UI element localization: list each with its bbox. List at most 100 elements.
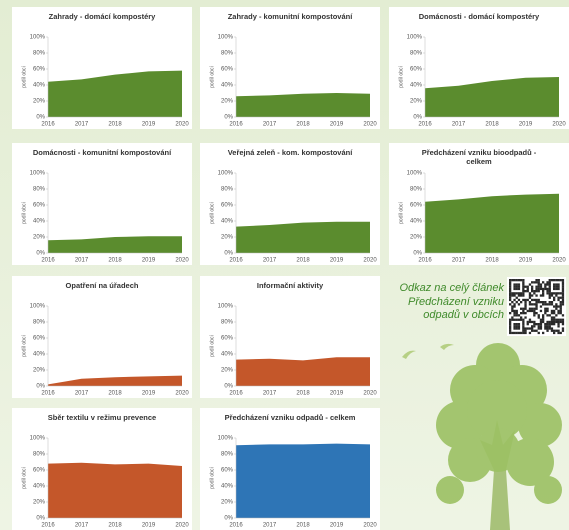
qr-cell <box>561 301 565 304</box>
x-tick-label: 2020 <box>175 258 189 264</box>
qr-cell <box>559 303 562 306</box>
qr-cell <box>509 296 512 299</box>
qr-cell <box>513 323 516 326</box>
qr-cell <box>522 307 525 310</box>
qr-cell <box>537 281 540 284</box>
x-tick-label: 2016 <box>229 122 243 128</box>
qr-cell <box>509 287 512 291</box>
qr-cell <box>515 301 518 304</box>
qr-cell <box>531 327 534 330</box>
tree <box>436 343 562 530</box>
qr-cell <box>535 279 538 282</box>
qr-cell <box>509 283 512 286</box>
qr-cell <box>526 285 529 288</box>
qr-cell <box>524 298 527 302</box>
qr-cell <box>517 325 521 328</box>
qr-cell <box>517 303 521 306</box>
qr-cell <box>557 325 560 328</box>
x-tick-label: 2018 <box>108 122 122 128</box>
qr-cell <box>522 281 525 284</box>
qr-cell <box>513 279 516 282</box>
qr-cell <box>533 309 536 313</box>
y-tick-label: 80% <box>221 187 234 193</box>
y-axis-label: podíl obcí <box>209 202 215 224</box>
qr-cell <box>548 290 551 293</box>
qr-cell <box>555 283 558 286</box>
qr-cell <box>513 314 516 317</box>
y-tick-label: 0% <box>36 115 45 121</box>
qr-cell <box>522 331 525 335</box>
qr-cell <box>544 325 547 328</box>
qr-cell <box>537 331 540 335</box>
qr-cell <box>524 307 527 310</box>
qr-cell <box>559 292 562 295</box>
qr-cell <box>550 301 554 304</box>
qr-cell <box>546 281 549 284</box>
y-axis-label: podíl obcí <box>209 66 215 88</box>
qr-cell <box>537 316 540 319</box>
x-tick-label: 2016 <box>418 122 432 128</box>
qr-cell <box>544 327 547 330</box>
qr-cell <box>524 305 527 308</box>
qr-cell <box>511 301 514 304</box>
y-axis-label: podíl obcí <box>21 202 27 224</box>
chart-title: Sběr textilu v režimu prevence <box>47 413 157 422</box>
y-tick-label: 100% <box>30 436 46 442</box>
qr-cell <box>559 296 562 299</box>
y-tick-label: 60% <box>221 203 234 209</box>
qr-cell <box>522 323 525 326</box>
qr-cell <box>535 329 538 332</box>
chart: 0% 20% 40% 60% 80% 100% 2016 2017 2018 2019 2020 po… <box>389 143 569 265</box>
x-tick-label: 2020 <box>552 122 566 128</box>
qr-cell <box>537 298 540 302</box>
chart-title: Opatření na úřadech <box>65 281 139 290</box>
qr-cell <box>524 312 527 315</box>
qr-cell <box>509 312 512 315</box>
qr-cell <box>548 327 551 330</box>
y-tick-label: 0% <box>413 115 422 121</box>
qr-cell <box>555 329 558 332</box>
chart-plot: 0% 20% 40% 60% 80% 100% 2016 2017 2018 2019 2020 po… <box>398 171 566 264</box>
chart-title: Domácnosti - komunitní kompostování <box>32 148 172 157</box>
qr-cell <box>557 329 560 332</box>
qr-cell <box>517 292 521 295</box>
qr-cell <box>550 292 554 295</box>
x-tick-label: 2019 <box>519 122 533 128</box>
x-tick-label: 2020 <box>363 523 377 529</box>
qr-cell <box>509 325 512 328</box>
qr-cell <box>548 294 551 297</box>
qr-cell <box>548 303 551 306</box>
qr-cell <box>520 279 523 282</box>
qr-cell <box>557 298 560 302</box>
y-tick-label: 0% <box>224 115 233 121</box>
link-line: Odkaz na celý článek <box>399 282 504 294</box>
birds <box>402 343 454 359</box>
qr-cell <box>526 327 529 330</box>
qr-cell <box>528 327 532 330</box>
y-tick-label: 80% <box>410 187 423 193</box>
qr-cell <box>533 303 536 306</box>
x-tick-label: 2019 <box>330 523 344 529</box>
chart-plot: 0% 20% 40% 60% 80% 100% 2016 2017 2018 2019 2020 po… <box>21 436 189 529</box>
qr-cell <box>526 287 529 291</box>
qr-cell <box>544 312 547 315</box>
qr-cell <box>531 320 534 324</box>
y-tick-label: 40% <box>221 484 234 490</box>
qr-cell <box>550 294 554 297</box>
qr-cell <box>561 292 565 295</box>
chart: 0% 20% 40% 60% 80% 100% 2016 2017 2018 2019 2020 po… <box>12 408 192 530</box>
y-tick-label: 40% <box>33 83 46 89</box>
qr-cell <box>515 314 518 317</box>
qr-cell <box>515 292 518 295</box>
qr-cell <box>561 323 565 326</box>
qr-cell <box>559 279 562 282</box>
area <box>425 193 559 253</box>
qr-cell <box>511 331 514 335</box>
x-tick-label: 2018 <box>296 523 310 529</box>
qr-cell <box>513 305 516 308</box>
y-tick-label: 20% <box>33 368 46 374</box>
qr-cell <box>522 290 525 293</box>
qr-cell <box>539 283 543 286</box>
x-tick-label: 2019 <box>330 391 344 397</box>
qr-cell <box>511 292 514 295</box>
